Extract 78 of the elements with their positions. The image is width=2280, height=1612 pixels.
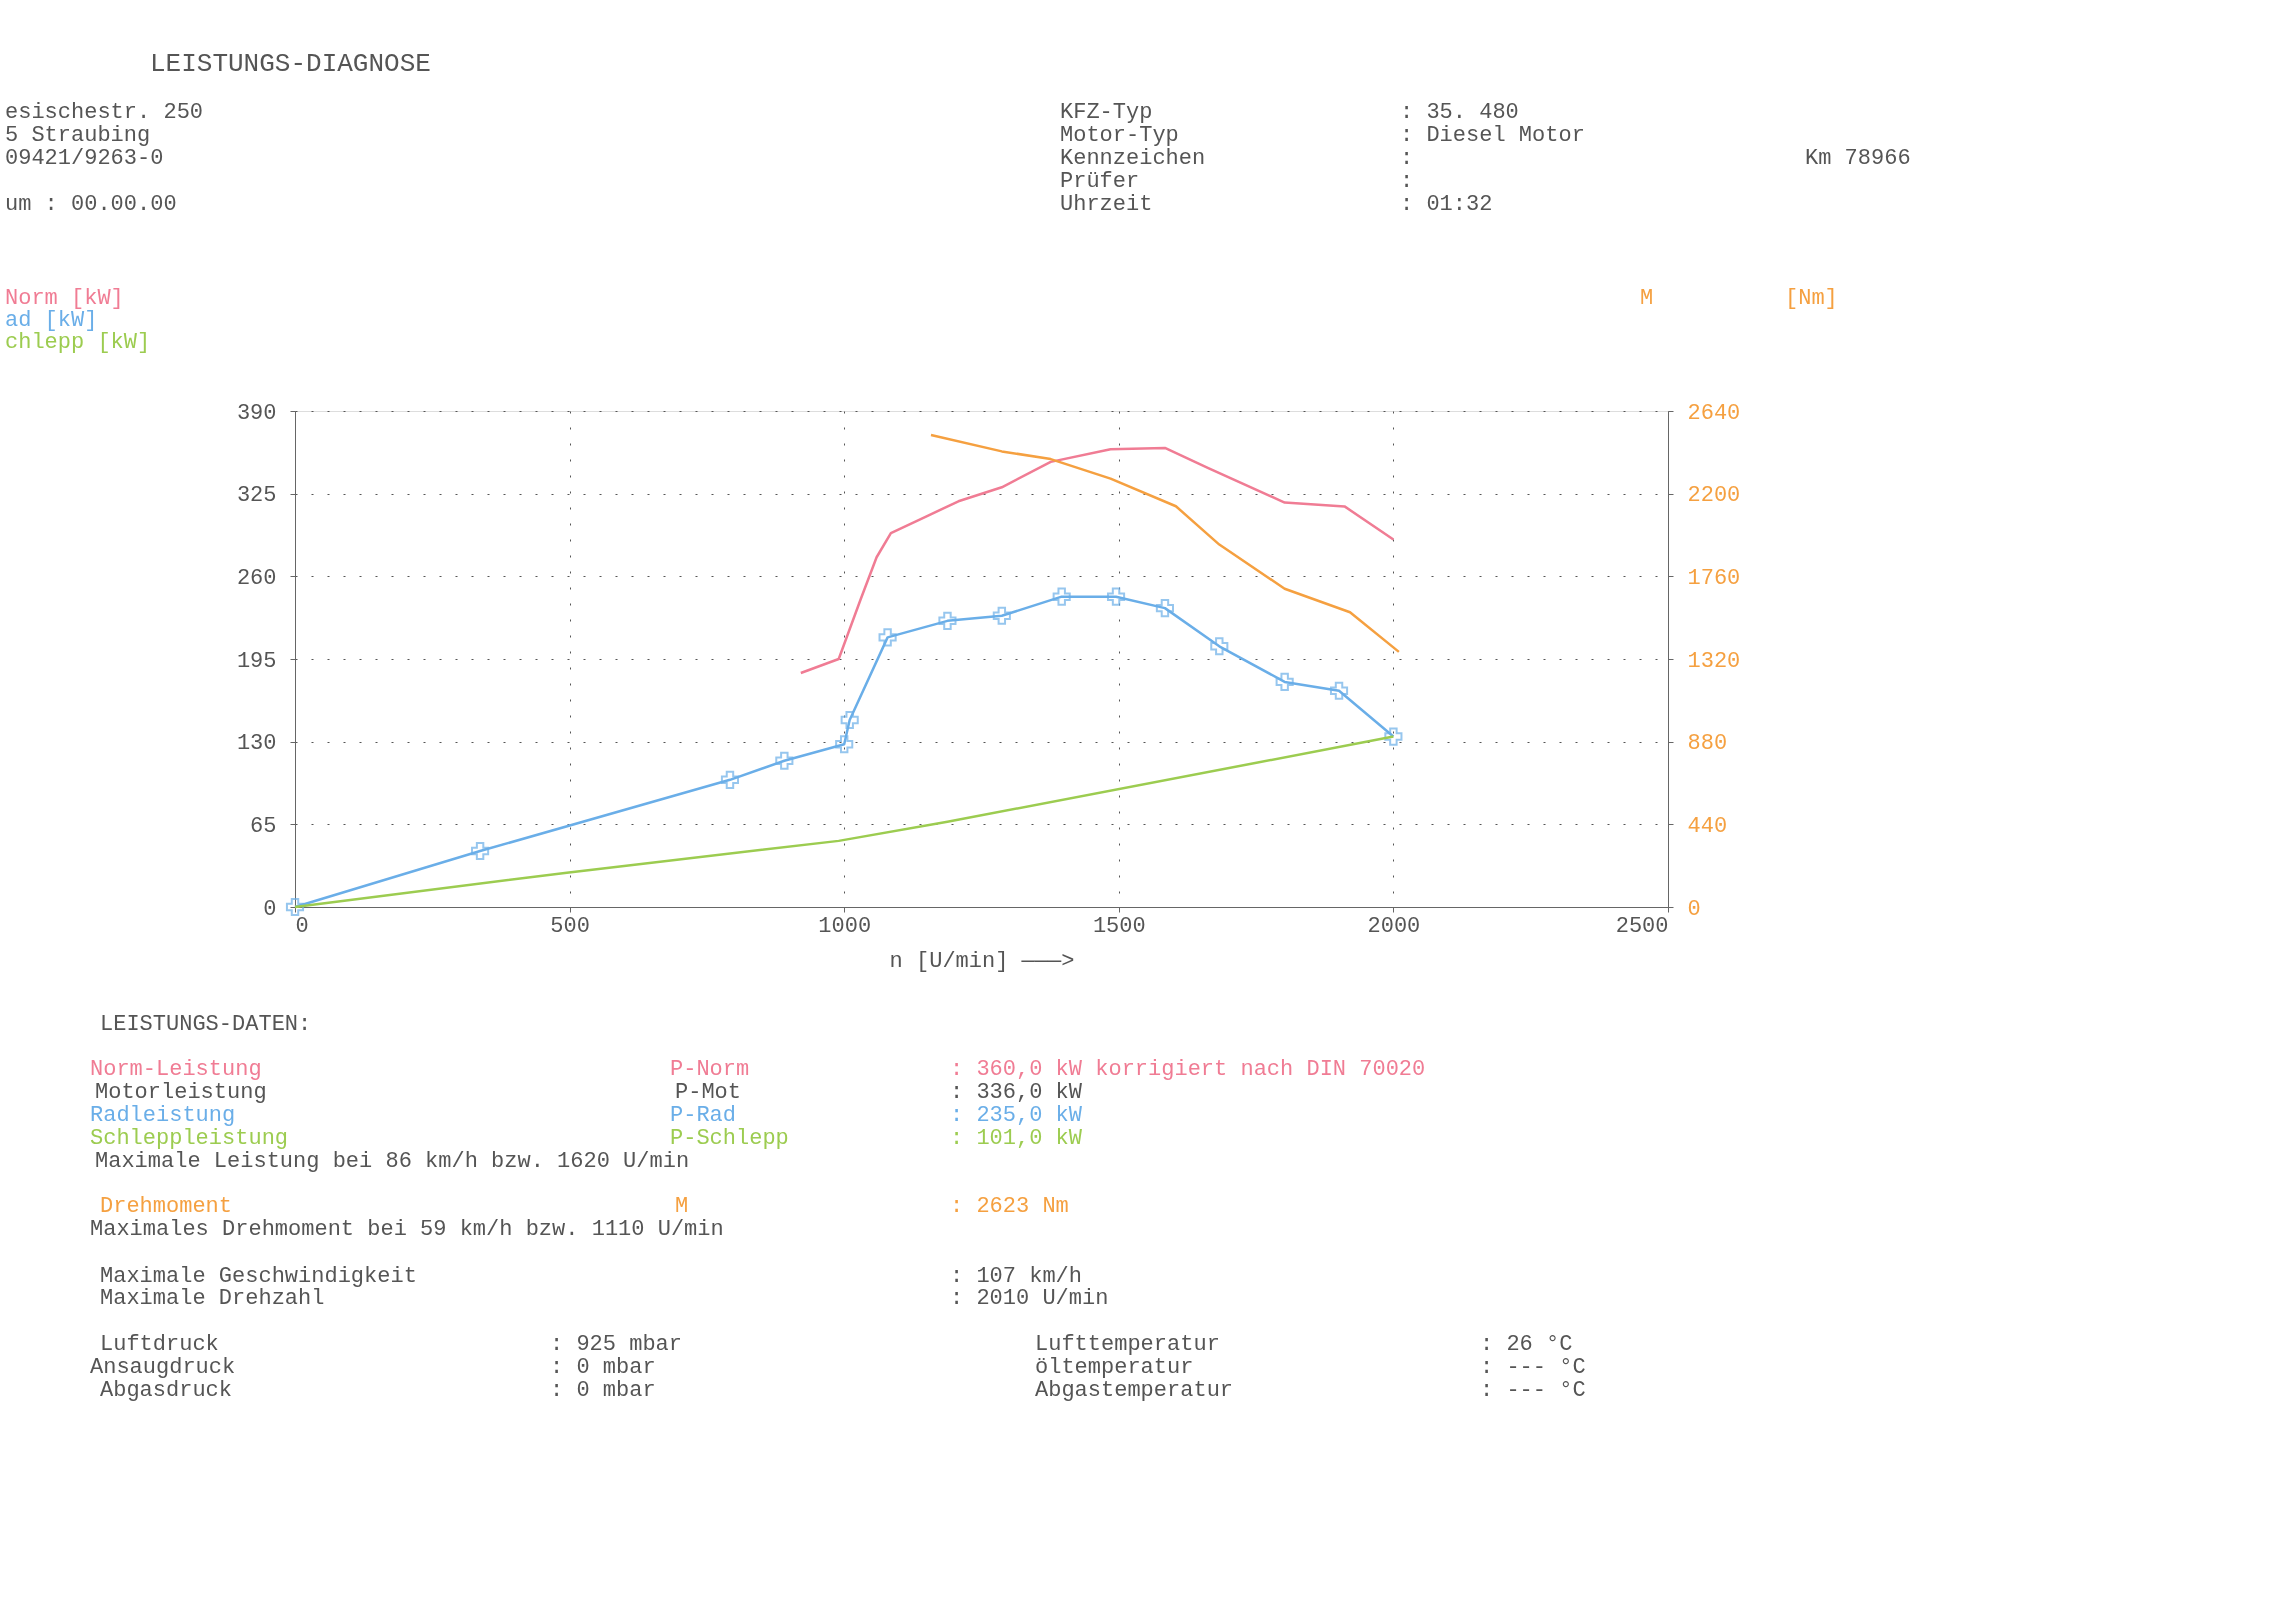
y2-tick-label: 2200 xyxy=(1687,483,1741,509)
text: : 0 mbar xyxy=(550,1378,656,1403)
text: 09421/9263-0 xyxy=(5,146,164,171)
text: Motor-Typ xyxy=(1060,123,1179,148)
text: Drehmoment xyxy=(100,1194,233,1219)
text: Norm [kW] xyxy=(5,286,124,311)
text: : 2623 Nm xyxy=(950,1194,1069,1219)
y-tick-label: 325 xyxy=(236,483,277,509)
y2-tick-label: 0 xyxy=(1687,896,1701,922)
text: Maximale Leistung bei 86 km/h bzw. 1620 U/min xyxy=(95,1149,690,1174)
chart-title: LEISTUNGS-DIAGNOSE xyxy=(150,49,431,79)
text: 5 Straubing xyxy=(5,123,151,148)
y-tick-label: 65 xyxy=(250,813,277,839)
text: chlepp [kW] xyxy=(5,330,151,355)
text: : 0 mbar xyxy=(550,1355,656,1380)
text: : 26 °C xyxy=(1480,1332,1573,1357)
text: öltemperatur xyxy=(1035,1355,1194,1380)
line-series xyxy=(929,433,1401,654)
x-axis-title: n [U/min] ———> xyxy=(889,948,1075,974)
x-tick-label: 2000 xyxy=(1367,913,1421,939)
text: : 107 km/h xyxy=(950,1264,1083,1289)
text: P-Rad xyxy=(670,1103,737,1128)
text: : xyxy=(1400,169,1414,194)
x-tick-label: 0 xyxy=(295,913,309,939)
text: : Diesel Motor xyxy=(1400,123,1585,148)
text: Prüfer xyxy=(1060,169,1140,194)
text: Radleistung xyxy=(90,1103,236,1128)
text: P-Schlepp xyxy=(670,1126,789,1151)
text: Maximales Drehmoment bei 59 km/h bzw. 1110 U/min xyxy=(90,1217,724,1242)
text: Uhrzeit xyxy=(1060,192,1153,217)
text: Abgastemperatur xyxy=(1035,1378,1234,1403)
text: : 235,0 kW xyxy=(950,1103,1083,1128)
text: : 2010 U/min xyxy=(950,1286,1109,1311)
text: LEISTUNGS-DATEN: xyxy=(100,1012,312,1037)
text: M xyxy=(675,1194,689,1219)
y2-tick-label: 880 xyxy=(1687,731,1728,757)
y2-tick-label: 440 xyxy=(1687,813,1728,839)
y-tick-label: 0 xyxy=(263,896,277,922)
text: KFZ-Typ xyxy=(1060,100,1153,125)
text: P-Norm xyxy=(670,1057,750,1082)
text: Norm-Leistung xyxy=(90,1057,262,1082)
text: : --- °C xyxy=(1480,1355,1586,1380)
text: : 35. 480 xyxy=(1400,100,1519,125)
text: Abgasdruck xyxy=(100,1378,233,1403)
text: Schleppleistung xyxy=(90,1126,289,1151)
text: P-Mot xyxy=(675,1080,742,1105)
y2-tick-label: 1320 xyxy=(1687,648,1741,674)
y2-tick-label: 1760 xyxy=(1687,565,1741,591)
y2-axis-title: [Nm] xyxy=(1785,286,1838,311)
text: esischestr. 250 xyxy=(5,100,204,125)
text: : 101,0 kW xyxy=(950,1126,1083,1151)
x-tick-label: 1500 xyxy=(1092,913,1146,939)
text: M xyxy=(1640,286,1654,311)
text: ad [kW] xyxy=(5,308,98,333)
text: : 336,0 kW xyxy=(950,1080,1083,1105)
text: Luftdruck xyxy=(100,1332,219,1357)
text: Kennzeichen xyxy=(1060,146,1206,171)
text: Maximale Drehzahl xyxy=(100,1286,325,1311)
text: Lufttemperatur xyxy=(1035,1332,1220,1357)
y-tick-label: 260 xyxy=(236,565,277,591)
text: Ansaugdruck xyxy=(90,1355,236,1380)
text: Km 78966 xyxy=(1805,146,1911,171)
text: : 360,0 kW korrigiert nach DIN 70020 xyxy=(950,1057,1426,1082)
x-tick-label: 500 xyxy=(550,913,590,939)
y-tick-label: 390 xyxy=(236,400,277,426)
line-series xyxy=(799,446,1395,675)
y-tick-label: 195 xyxy=(236,648,277,674)
text: Motorleistung xyxy=(95,1080,267,1105)
text: um : 00.00.00 xyxy=(5,192,177,217)
x-tick-label: 2500 xyxy=(1615,913,1669,939)
y-tick-label: 130 xyxy=(236,731,277,757)
text: : --- °C xyxy=(1480,1378,1586,1403)
y2-tick-label: 2640 xyxy=(1687,400,1741,426)
text: : 01:32 xyxy=(1400,192,1493,217)
text: Maximale Geschwindigkeit xyxy=(100,1264,417,1289)
text: : xyxy=(1400,146,1414,171)
text: : 925 mbar xyxy=(550,1332,683,1357)
x-tick-label: 1000 xyxy=(818,913,872,939)
